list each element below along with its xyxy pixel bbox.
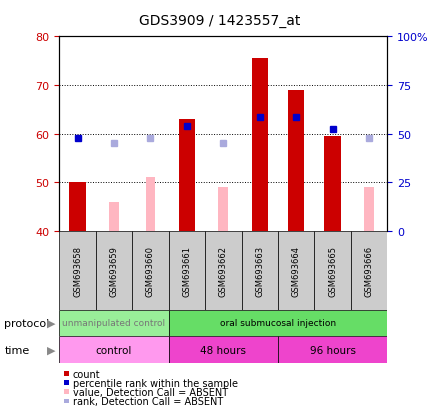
Text: oral submucosal injection: oral submucosal injection bbox=[220, 319, 336, 328]
Bar bbox=[59, 337, 169, 363]
Bar bbox=[169, 337, 278, 363]
Bar bbox=[364, 188, 374, 231]
Text: protocol: protocol bbox=[4, 318, 50, 328]
Bar bbox=[169, 310, 387, 337]
Text: rank, Detection Call = ABSENT: rank, Detection Call = ABSENT bbox=[73, 396, 223, 406]
Bar bbox=[252, 59, 268, 231]
Text: GSM693660: GSM693660 bbox=[146, 245, 155, 296]
Text: ▶: ▶ bbox=[47, 345, 55, 355]
Bar bbox=[324, 137, 341, 231]
Bar bbox=[70, 183, 86, 231]
Text: value, Detection Call = ABSENT: value, Detection Call = ABSENT bbox=[73, 387, 228, 397]
Bar bbox=[242, 231, 278, 310]
Text: GSM693658: GSM693658 bbox=[73, 245, 82, 296]
Bar bbox=[278, 231, 314, 310]
Bar bbox=[132, 231, 169, 310]
Text: GSM693661: GSM693661 bbox=[182, 245, 191, 296]
Text: GSM693659: GSM693659 bbox=[110, 245, 118, 296]
Bar bbox=[288, 90, 304, 231]
Text: 48 hours: 48 hours bbox=[200, 345, 246, 355]
Bar bbox=[96, 231, 132, 310]
Text: GSM693665: GSM693665 bbox=[328, 245, 337, 296]
Text: GDS3909 / 1423557_at: GDS3909 / 1423557_at bbox=[139, 14, 301, 28]
Text: control: control bbox=[96, 345, 132, 355]
Bar bbox=[278, 337, 387, 363]
Text: count: count bbox=[73, 369, 101, 379]
Text: ▶: ▶ bbox=[47, 318, 55, 328]
Bar bbox=[109, 202, 119, 231]
Bar bbox=[169, 231, 205, 310]
Bar bbox=[179, 120, 195, 231]
Text: GSM693662: GSM693662 bbox=[219, 245, 228, 296]
Text: 96 hours: 96 hours bbox=[310, 345, 356, 355]
Text: percentile rank within the sample: percentile rank within the sample bbox=[73, 378, 238, 388]
Bar bbox=[59, 310, 169, 337]
Bar bbox=[205, 231, 242, 310]
Text: GSM693664: GSM693664 bbox=[292, 245, 301, 296]
Text: time: time bbox=[4, 345, 29, 355]
Bar bbox=[218, 188, 228, 231]
Bar bbox=[351, 231, 387, 310]
Text: unmanipulated control: unmanipulated control bbox=[62, 319, 165, 328]
Text: GSM693666: GSM693666 bbox=[364, 245, 374, 296]
Bar bbox=[59, 231, 96, 310]
Bar bbox=[146, 178, 155, 231]
Text: GSM693663: GSM693663 bbox=[255, 245, 264, 296]
Bar bbox=[314, 231, 351, 310]
